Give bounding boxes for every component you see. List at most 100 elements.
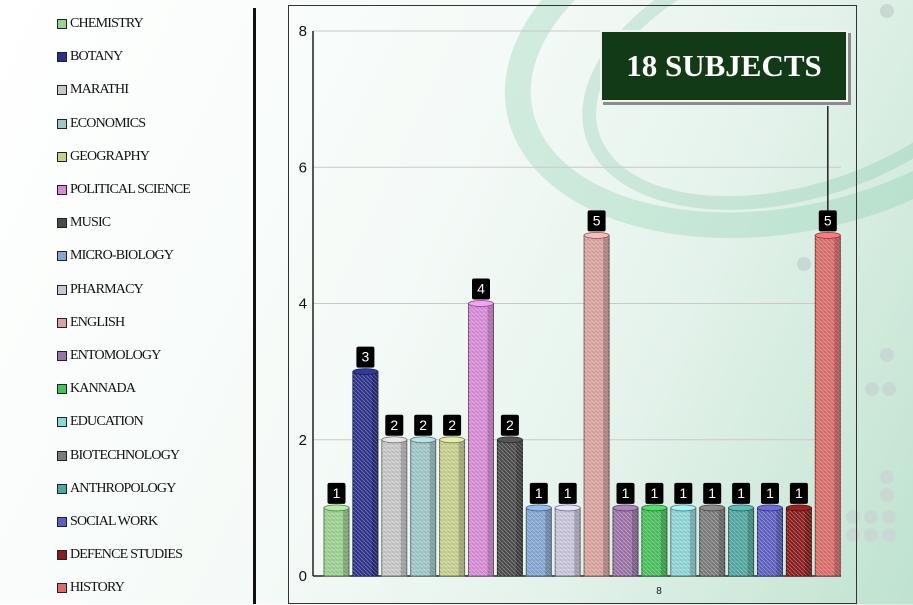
legend-swatch — [57, 583, 67, 594]
legend-label: ECONOMICS — [70, 115, 146, 131]
bar-top — [699, 504, 726, 512]
bar-shade — [343, 507, 349, 576]
legend-swatch — [57, 351, 67, 361]
legend-swatch — [57, 185, 67, 195]
legend-swatch — [57, 417, 67, 428]
chart-title-box: 18 SUBJECTS — [600, 30, 848, 102]
data-label-box — [414, 414, 433, 436]
bar-texture — [526, 507, 552, 576]
data-label: 3 — [362, 349, 370, 365]
data-label-box — [789, 482, 808, 504]
bar-shade — [603, 235, 610, 576]
y-tick-label: 8 — [299, 23, 307, 40]
bar-texture — [699, 507, 725, 576]
legend-swatch — [57, 450, 67, 461]
legend-label: DEFENCE STUDIES — [70, 547, 183, 563]
legend-swatch — [57, 317, 67, 328]
bar-top — [381, 436, 408, 444]
chart-area: 02468No. of Participants8132224211511111… — [288, 5, 857, 604]
bar-top — [670, 504, 697, 512]
data-label-box — [558, 482, 577, 504]
data-label: 5 — [593, 212, 601, 228]
bar-top — [583, 231, 610, 239]
legend-label: MUSIC — [70, 215, 111, 231]
legend-swatch — [57, 384, 67, 395]
legend-label: KANNADA — [70, 381, 136, 397]
bar-texture — [555, 507, 581, 576]
y-tick-label: 0 — [299, 568, 307, 585]
legend-swatch — [57, 517, 67, 527]
legend-swatch — [57, 19, 67, 29]
data-label-box — [500, 414, 519, 436]
data-label: 1 — [708, 485, 716, 501]
legend-item: EDUCATION — [57, 412, 144, 432]
legend-item: ENTOMOLOGY — [57, 346, 161, 366]
data-label-box — [443, 414, 462, 436]
data-label: 1 — [737, 485, 745, 501]
bar-texture — [352, 371, 378, 576]
data-label-box — [529, 482, 548, 504]
bar-shade — [834, 235, 841, 576]
data-label-box — [327, 482, 346, 504]
bar-texture — [728, 507, 754, 576]
bar-top — [728, 504, 755, 512]
legend-item: DEFENCE STUDIES — [57, 545, 183, 565]
legend-item: KANNADA — [57, 379, 136, 399]
data-label-box — [616, 482, 635, 504]
legend-divider — [253, 8, 256, 604]
data-label-box — [761, 482, 779, 504]
legend-item: ANTHROPOLOGY — [57, 479, 176, 499]
bar-top — [814, 231, 841, 239]
data-label-box — [472, 278, 490, 300]
bar-texture — [815, 235, 841, 576]
bar-shade — [776, 507, 783, 576]
data-label-box — [356, 346, 375, 368]
data-label-box — [385, 414, 404, 436]
bar-top — [554, 504, 581, 512]
legend-item: MARATHI — [57, 80, 129, 100]
legend-item: MUSIC — [57, 213, 111, 233]
bar-texture — [641, 507, 667, 576]
data-label: 1 — [333, 485, 341, 501]
legend-swatch — [57, 52, 67, 63]
bar-texture — [613, 507, 638, 576]
bar-top — [525, 504, 552, 512]
legend-item: POLITICAL SCIENCE — [57, 180, 191, 200]
y-tick-label: 6 — [299, 159, 307, 176]
bar-shade — [574, 507, 581, 576]
legend-label: EDUCATION — [70, 414, 144, 430]
data-label-box — [645, 482, 664, 504]
legend-swatch — [57, 483, 67, 494]
legend-item: MICRO-BIOLOGY — [57, 246, 174, 266]
bar-top — [785, 504, 812, 512]
legend-swatch — [57, 218, 67, 229]
data-label: 1 — [564, 485, 572, 501]
bar-shade — [718, 507, 725, 576]
bar-texture — [584, 235, 610, 576]
legend-swatch — [57, 284, 67, 295]
legend-swatch — [57, 85, 67, 96]
data-label: 2 — [390, 417, 398, 433]
legend-label: CHEMISTRY — [70, 16, 144, 31]
bar-texture — [439, 439, 465, 576]
bar-shade — [458, 439, 465, 576]
legend-label: BOTANY — [70, 49, 123, 65]
bar-top — [410, 436, 437, 444]
x-tick-label: 8 — [656, 586, 662, 597]
legend-label: PHARMACY — [70, 281, 144, 297]
bar-shade — [371, 371, 378, 576]
legend-label: POLITICAL SCIENCE — [70, 182, 191, 197]
bar-shade — [516, 439, 523, 576]
legend-label: HISTORY — [70, 580, 125, 596]
legend-item: BIOTECHNOLOGY — [57, 446, 180, 466]
data-label: 2 — [448, 417, 456, 433]
bar-shade — [632, 507, 638, 576]
data-label-box — [587, 210, 606, 232]
bar-shade — [400, 439, 407, 576]
bar-texture — [757, 507, 783, 576]
bar-top — [352, 368, 379, 376]
legend-swatch — [57, 118, 67, 129]
legend-swatch — [57, 251, 67, 262]
bar-top — [323, 504, 350, 512]
bar-top — [496, 436, 523, 444]
